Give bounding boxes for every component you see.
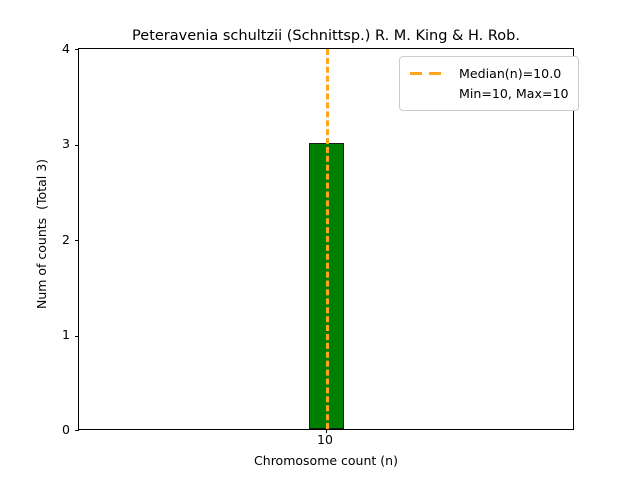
legend-label-minmax: Min=10, Max=10 [459,85,569,101]
y-tick-mark-3 [75,144,79,146]
chart-legend[interactable]: Median(n)=10.0 Min=10, Max=10 [399,56,579,111]
y-axis-label-line1: Num of counts [34,217,49,310]
y-axis-label-spacer [34,210,49,218]
y-axis-label-line2: (Total 3) [34,158,49,210]
legend-label-median: Median(n)=10.0 [459,65,562,81]
y-tick-mark-1 [75,335,79,337]
y-tick-label-0: 0 [62,422,70,437]
plot-inner [79,49,573,429]
y-tick-label-4: 4 [62,41,70,56]
x-axis-label: Chromosome count (n) [254,453,398,468]
median-line [326,49,329,429]
dashed-line-icon [409,67,449,79]
x-tick-label-10: 10 [317,432,333,447]
chart-title: Peteravenia schultzii (Schnittsp.) R. M.… [132,28,520,44]
y-tick-label-1: 1 [62,327,70,342]
y-tick-mark-0 [75,430,79,431]
legend-entry-median: Median(n)=10.0 [409,63,569,83]
legend-entry-minmax: Min=10, Max=10 [409,83,569,103]
x-tick-mark-10 [326,429,327,433]
y-tick-label-3: 3 [62,136,70,151]
y-tick-label-2: 2 [62,232,70,247]
y-tick-mark-4 [75,49,79,50]
y-tick-mark-2 [75,240,79,241]
plot-area [75,48,574,433]
